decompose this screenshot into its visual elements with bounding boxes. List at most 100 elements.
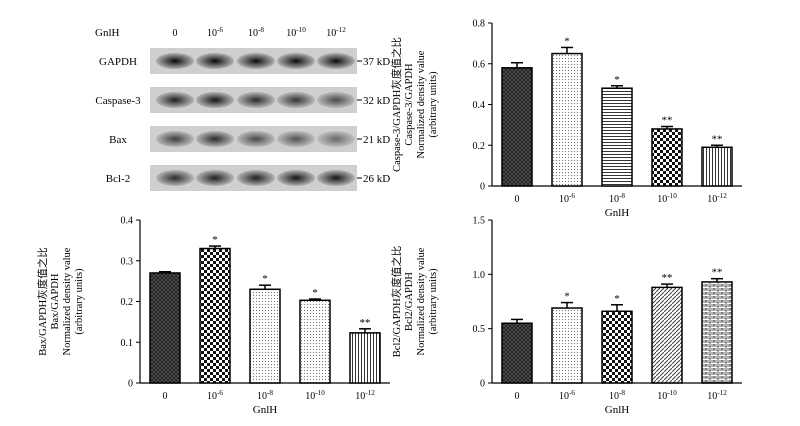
blot-band	[277, 131, 315, 147]
blot-lane-label: 10-8	[248, 26, 264, 39]
blot-band	[196, 131, 234, 147]
blot-band	[156, 170, 194, 186]
y-axis-title-line: Caspase-3/GAPDH灰度值之比	[390, 37, 403, 172]
western-blot: GnlH 0 10-6 10-8 10-10 10-12 GAPDH 37 kD Caspa…	[95, 26, 390, 191]
significance-marker: *	[312, 287, 318, 299]
blot-band	[277, 170, 315, 186]
bar	[249, 288, 281, 384]
blot-row: Bax 21 kD	[109, 126, 390, 152]
bcl2-chart: 0 0.5 1.0 1.5 0 * 10-6 * 10-8 ** 10-10 ** 10-12 GnlH B…	[390, 216, 742, 416]
y-tick-label: 0.4	[121, 216, 134, 227]
x-tick-label: 10-10	[657, 389, 677, 402]
bar	[501, 67, 533, 187]
bar	[651, 286, 683, 384]
x-tick-label: 10-8	[609, 389, 625, 402]
blot-band	[237, 170, 275, 186]
significance-marker: *	[564, 291, 570, 303]
y-axis-title-line: Caspase-3/GAPDH	[404, 63, 415, 146]
x-tick-label: 10-6	[559, 192, 575, 205]
x-axis-title: GnlH	[605, 207, 630, 219]
blot-band	[237, 131, 275, 147]
blot-band	[237, 92, 275, 108]
blot-band	[317, 53, 355, 69]
blot-row: GAPDH 37 kD	[99, 48, 390, 74]
significance-marker: **	[712, 133, 723, 145]
y-tick-label: 0	[128, 379, 133, 390]
y-axis-title-line: (arbitrary units)	[74, 268, 85, 335]
y-tick-label: 0.2	[121, 297, 134, 308]
significance-marker: **	[662, 272, 673, 284]
blot-band	[156, 131, 194, 147]
y-axis-title-line: (arbitrary units)	[428, 71, 439, 138]
blot-lane-label: 10-12	[326, 26, 346, 39]
y-tick-label: 1.0	[473, 270, 486, 281]
blot-band	[277, 92, 315, 108]
blot-row: Caspase-3 32 kD	[95, 87, 390, 113]
blot-band	[196, 170, 234, 186]
blot-protein-label: Bax	[109, 134, 127, 146]
blot-band	[196, 53, 234, 69]
significance-marker: **	[712, 267, 723, 279]
significance-marker: **	[662, 115, 673, 127]
significance-marker: *	[564, 35, 570, 47]
bar	[701, 146, 733, 187]
x-tick-label: 10-6	[207, 389, 223, 402]
blot-band	[196, 92, 234, 108]
y-axis-title-line: Normalized density value	[416, 247, 427, 355]
blot-size-label: 37 kD	[363, 56, 390, 68]
y-tick-label: 1.5	[473, 216, 486, 227]
y-tick-label: 0.3	[121, 256, 134, 267]
blot-rows: GAPDH 37 kD Caspase-3 32 kD Bax 21 kD Bcl-2 26 …	[95, 48, 390, 191]
x-tick-label: 0	[163, 391, 168, 402]
y-tick-label: 0.2	[473, 141, 486, 152]
blot-protein-label: Caspase-3	[95, 95, 141, 107]
y-tick-label: 0.4	[473, 100, 486, 111]
bar	[299, 299, 331, 384]
y-tick-label: 0	[480, 182, 485, 193]
x-tick-label: 10-12	[707, 389, 727, 402]
blot-lane-labels: 0 10-6 10-8 10-10 10-12	[173, 26, 347, 39]
significance-marker: *	[614, 293, 620, 305]
caspase3-chart: 0 0.2 0.4 0.6 0.8 0 * 10-6 * 10-8 ** 10-10 ** 10-12 Gn…	[390, 19, 742, 219]
bar	[501, 322, 533, 384]
x-axis-title: GnlH	[605, 404, 630, 416]
blot-band	[317, 170, 355, 186]
x-tick-label: 10-12	[707, 192, 727, 205]
y-tick-label: 0.5	[473, 324, 486, 335]
blot-band	[237, 53, 275, 69]
significance-marker: *	[262, 273, 268, 285]
bar	[651, 128, 683, 187]
blot-lane-label: 10-10	[286, 26, 306, 39]
bar	[149, 272, 181, 384]
x-tick-label: 10-10	[305, 389, 325, 402]
x-tick-label: 0	[515, 194, 520, 205]
y-axis-title-line: Bcl2/GAPDH	[404, 272, 415, 331]
x-tick-label: 10-8	[257, 389, 273, 402]
y-tick-label: 0.6	[473, 59, 486, 70]
blot-lane-label: 0	[173, 28, 178, 39]
y-tick-label: 0.1	[121, 338, 134, 349]
blot-size-label: 21 kD	[363, 134, 390, 146]
x-tick-label: 10-10	[657, 192, 677, 205]
blot-band	[317, 92, 355, 108]
bar	[601, 310, 633, 384]
x-tick-label: 10-6	[559, 389, 575, 402]
y-axis-title-line: Normalized density value	[62, 247, 73, 355]
x-axis-title: GnlH	[253, 404, 278, 416]
y-axis-title-line: (arbitrary units)	[428, 268, 439, 335]
significance-marker: *	[212, 234, 218, 246]
x-tick-label: 0	[515, 391, 520, 402]
bar	[551, 52, 583, 187]
bar	[349, 332, 381, 384]
bar	[601, 87, 633, 187]
significance-marker: **	[360, 317, 371, 329]
blot-band	[277, 53, 315, 69]
x-tick-label: 10-8	[609, 192, 625, 205]
blot-row: Bcl-2 26 kD	[106, 165, 390, 191]
y-tick-label: 0.8	[473, 19, 486, 30]
y-tick-label: 0	[480, 379, 485, 390]
y-axis-title-line: Bcl2/GAPDH灰度值之比	[390, 246, 403, 357]
x-tick-label: 10-12	[355, 389, 375, 402]
significance-marker: *	[614, 74, 620, 86]
